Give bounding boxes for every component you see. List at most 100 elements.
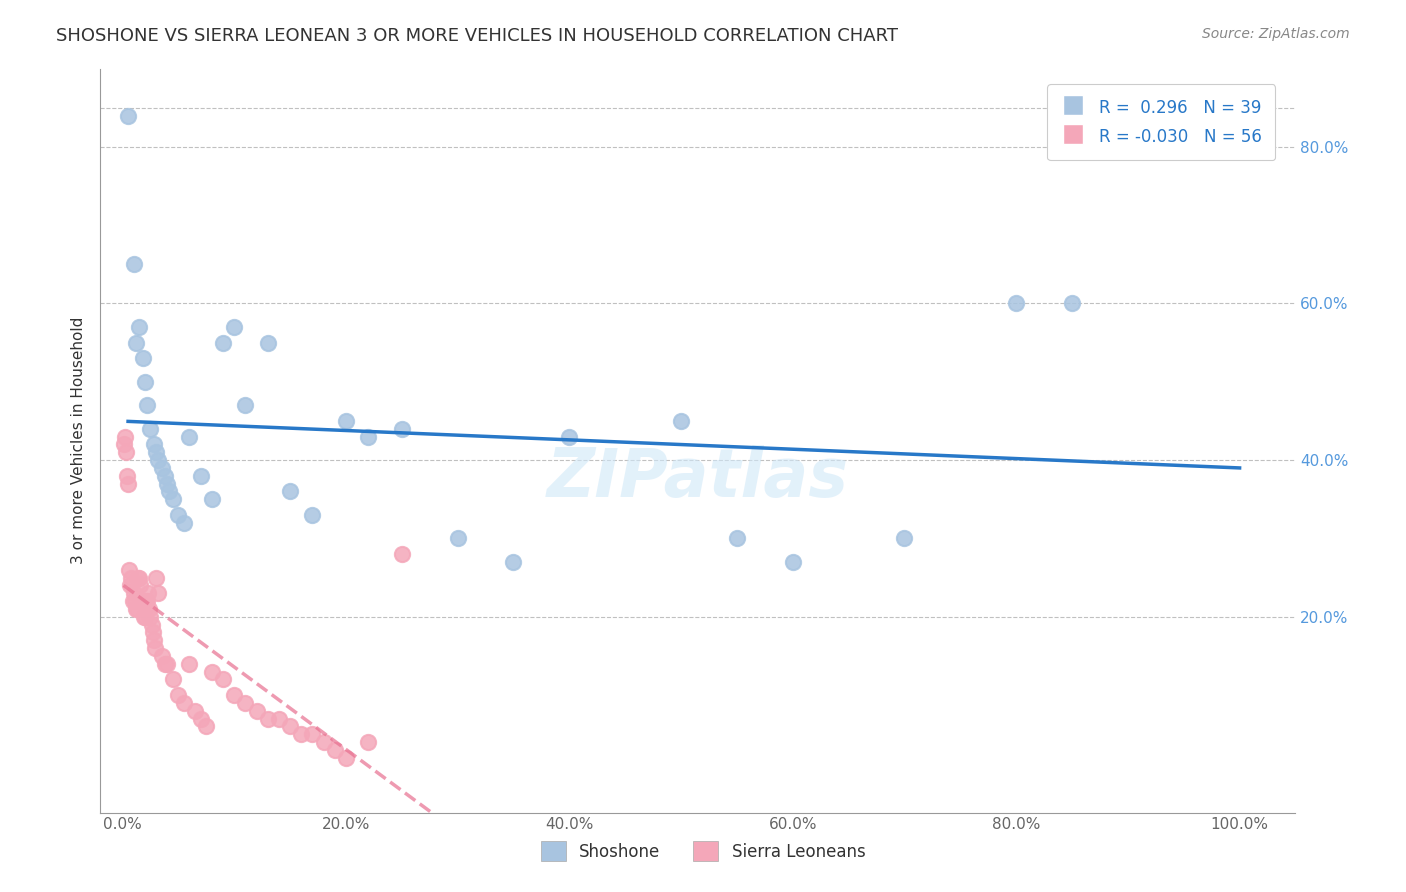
Point [131, 594, 153, 608]
Point [162, 492, 184, 507]
Point [301, 508, 323, 522]
Point [136, 586, 159, 600]
Point [127, 571, 149, 585]
Point [112, 437, 135, 451]
Point [128, 571, 150, 585]
Text: ZIPatlas: ZIPatlas [547, 445, 849, 511]
Point [138, 602, 160, 616]
Point [118, 563, 141, 577]
Point [335, 750, 357, 764]
Point [136, 398, 159, 412]
Point [256, 335, 278, 350]
Point [120, 571, 142, 585]
Point [114, 429, 136, 443]
Point [150, 648, 173, 663]
Point [173, 516, 195, 530]
Point [179, 657, 201, 671]
Point [135, 594, 157, 608]
Point [125, 335, 148, 350]
Point [245, 704, 267, 718]
Point [190, 468, 212, 483]
Point [148, 453, 170, 467]
Point [156, 657, 179, 671]
Point [115, 468, 138, 483]
Point [145, 571, 167, 585]
Point [125, 602, 148, 616]
Point [782, 555, 804, 569]
Point [131, 594, 153, 608]
Point [323, 743, 346, 757]
Point [143, 641, 166, 656]
Point [290, 727, 312, 741]
Point [153, 657, 176, 671]
Point [125, 602, 148, 616]
Point [357, 429, 380, 443]
Point [669, 414, 692, 428]
Point [132, 609, 155, 624]
Point [256, 712, 278, 726]
Point [446, 532, 468, 546]
Point [121, 594, 143, 608]
Point [141, 617, 163, 632]
Legend: R =  0.296   N = 39, R = -0.030   N = 56: R = 0.296 N = 39, R = -0.030 N = 56 [1047, 84, 1275, 160]
Point [1060, 296, 1083, 310]
Legend: Shoshone, Sierra Leoneans: Shoshone, Sierra Leoneans [527, 828, 879, 875]
Point [201, 665, 224, 679]
Point [278, 484, 301, 499]
Point [122, 586, 145, 600]
Text: SHOSHONE VS SIERRA LEONEAN 3 OR MORE VEHICLES IN HOUSEHOLD CORRELATION CHART: SHOSHONE VS SIERRA LEONEAN 3 OR MORE VEH… [56, 27, 898, 45]
Point [312, 735, 335, 749]
Point [184, 704, 207, 718]
Point [156, 476, 179, 491]
Point [725, 532, 748, 546]
Point [134, 375, 156, 389]
Point [391, 422, 413, 436]
Point [145, 445, 167, 459]
Y-axis label: 3 or more Vehicles in Household: 3 or more Vehicles in Household [72, 317, 86, 565]
Point [128, 320, 150, 334]
Point [357, 735, 380, 749]
Point [129, 578, 152, 592]
Point [167, 688, 190, 702]
Point [131, 351, 153, 366]
Point [201, 492, 224, 507]
Point [124, 594, 146, 608]
Point [117, 476, 139, 491]
Point [893, 532, 915, 546]
Point [134, 609, 156, 624]
Point [142, 633, 165, 648]
Point [117, 108, 139, 122]
Point [195, 719, 218, 733]
Point [167, 508, 190, 522]
Point [136, 594, 159, 608]
Point [235, 398, 257, 412]
Point [114, 445, 136, 459]
Point [224, 688, 246, 702]
Point [1005, 296, 1028, 310]
Point [278, 719, 301, 733]
Point [120, 578, 142, 592]
Point [142, 625, 165, 640]
Text: Source: ZipAtlas.com: Source: ZipAtlas.com [1202, 27, 1350, 41]
Point [502, 555, 524, 569]
Point [150, 461, 173, 475]
Point [139, 609, 162, 624]
Point [224, 320, 246, 334]
Point [267, 712, 290, 726]
Point [122, 257, 145, 271]
Point [301, 727, 323, 741]
Point [139, 422, 162, 436]
Point [391, 547, 413, 561]
Point [153, 468, 176, 483]
Point [173, 696, 195, 710]
Point [179, 429, 201, 443]
Point [148, 586, 170, 600]
Point [335, 414, 357, 428]
Point [162, 673, 184, 687]
Point [558, 429, 581, 443]
Point [157, 484, 180, 499]
Point [190, 712, 212, 726]
Point [212, 673, 235, 687]
Point [212, 335, 235, 350]
Point [142, 437, 165, 451]
